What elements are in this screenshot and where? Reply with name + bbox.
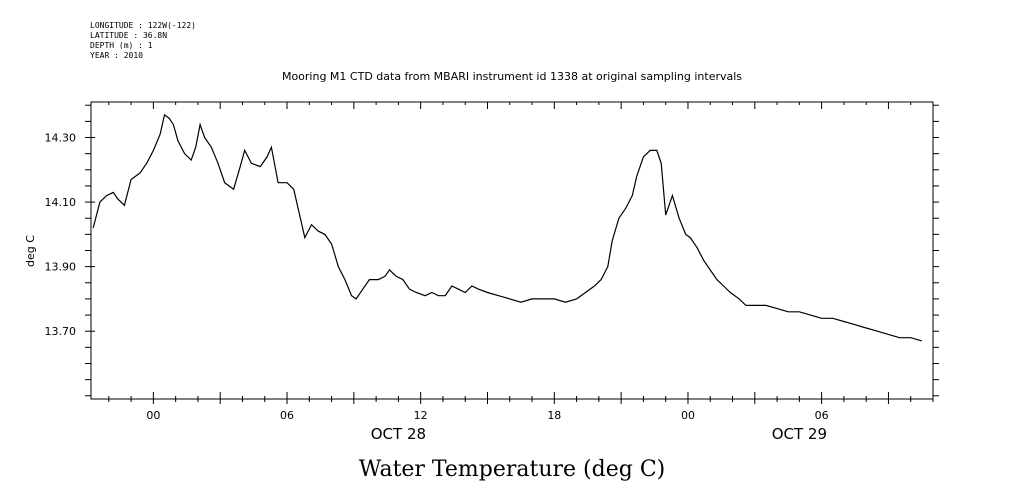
depth-text: DEPTH (m) : 1 xyxy=(90,41,153,50)
x-tick-label: 06 xyxy=(815,409,829,422)
footer-caption: Water Temperature (deg C) xyxy=(359,457,666,482)
y-axis-label: deg C xyxy=(24,235,37,267)
y-tick-label: 14.30 xyxy=(45,132,77,145)
x-tick-label: 00 xyxy=(146,409,160,422)
y-tick-label: 14.10 xyxy=(45,196,77,209)
latitude-text: LATITUDE : 36.8N xyxy=(90,31,168,40)
plot-frame xyxy=(90,101,934,400)
axis-tick-labels: 00 06 12 18 00 06 OCT 28 OCT 29 14.30 14.10 13.90 1… xyxy=(45,132,829,443)
axis-ticks xyxy=(85,102,939,404)
x-tick-label: 18 xyxy=(547,409,561,422)
y-tick-label: 13.90 xyxy=(45,261,77,274)
chart-title: Mooring M1 CTD data from MBARI instrumen… xyxy=(282,70,742,83)
y-tick-label: 13.70 xyxy=(45,325,77,338)
series-line xyxy=(92,113,923,342)
longitude-text: LONGITUDE : 122W(-122) xyxy=(90,21,196,30)
x-tick-label: 12 xyxy=(414,409,428,422)
date-label: OCT 29 xyxy=(772,425,827,443)
date-label: OCT 28 xyxy=(371,425,426,443)
x-tick-label: 00 xyxy=(681,409,695,422)
year-text: YEAR : 2010 xyxy=(90,51,143,60)
x-tick-label: 06 xyxy=(280,409,294,422)
metadata-block: LONGITUDE : 122W(-122) LATITUDE : 36.8N … xyxy=(90,21,196,61)
